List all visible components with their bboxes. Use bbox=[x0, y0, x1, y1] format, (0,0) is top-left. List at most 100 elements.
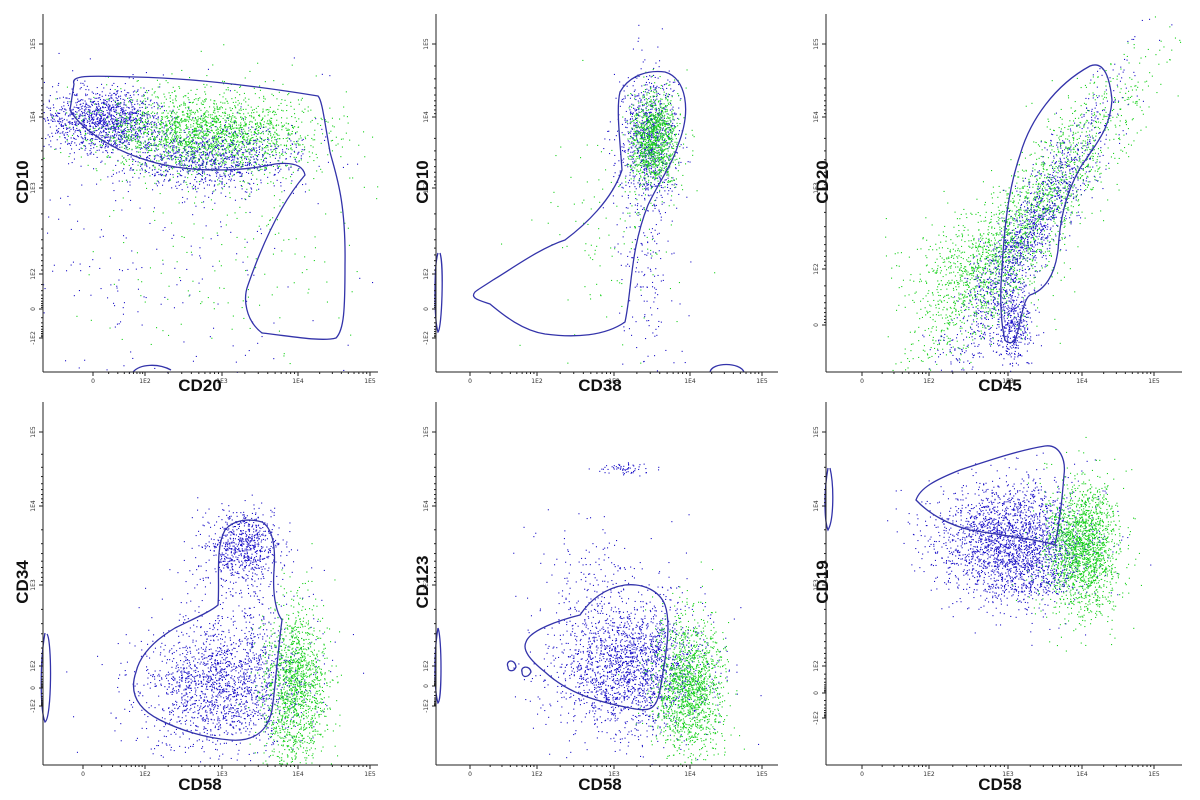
event-dot bbox=[358, 144, 360, 146]
event-dot bbox=[291, 180, 293, 182]
event-dot bbox=[288, 132, 290, 134]
event-dot bbox=[203, 113, 205, 115]
event-dot bbox=[171, 116, 173, 118]
event-dot bbox=[75, 106, 77, 108]
event-dot bbox=[84, 145, 86, 147]
event-dot bbox=[227, 156, 229, 158]
event-dot bbox=[107, 117, 109, 119]
event-dot bbox=[118, 120, 120, 122]
event-dot bbox=[184, 176, 186, 178]
event-dot bbox=[100, 120, 102, 122]
event-dot bbox=[125, 237, 127, 239]
event-dot bbox=[210, 143, 212, 145]
event-dot bbox=[278, 330, 280, 332]
event-dot bbox=[106, 104, 108, 106]
event-dot bbox=[226, 117, 228, 119]
gate-outline[interactable] bbox=[69, 75, 346, 340]
event-dot bbox=[241, 117, 243, 119]
event-dot bbox=[115, 126, 117, 128]
event-dot bbox=[218, 132, 220, 134]
event-dot bbox=[243, 99, 245, 101]
event-dot bbox=[275, 147, 277, 149]
event-dot bbox=[75, 144, 77, 146]
event-dot bbox=[182, 151, 184, 153]
event-dot bbox=[124, 99, 126, 101]
event-dot bbox=[221, 175, 223, 177]
event-dot bbox=[52, 118, 54, 120]
event-dot bbox=[212, 162, 214, 164]
event-dot bbox=[195, 127, 197, 129]
event-dot bbox=[139, 107, 141, 109]
event-dot bbox=[119, 146, 121, 148]
event-dot bbox=[207, 157, 209, 159]
event-dot bbox=[108, 98, 110, 100]
event-dot bbox=[156, 180, 158, 182]
event-dot bbox=[94, 110, 96, 112]
event-dot bbox=[147, 111, 149, 113]
event-dot bbox=[284, 99, 286, 101]
event-dot bbox=[256, 122, 258, 124]
event-dot bbox=[171, 159, 173, 161]
event-dot bbox=[99, 97, 101, 99]
event-dot bbox=[175, 152, 177, 154]
event-dot bbox=[128, 101, 130, 103]
event-dot bbox=[99, 120, 101, 122]
event-dot bbox=[133, 112, 135, 114]
event-dot bbox=[106, 123, 108, 125]
event-dot bbox=[144, 127, 146, 129]
event-dot bbox=[113, 210, 115, 212]
event-dot bbox=[114, 326, 116, 328]
event-dot bbox=[227, 148, 229, 150]
event-dot bbox=[155, 144, 157, 146]
event-dot bbox=[293, 150, 295, 152]
event-dot bbox=[97, 101, 99, 103]
event-dot bbox=[107, 145, 109, 147]
event-dot bbox=[226, 128, 228, 130]
event-dot bbox=[98, 105, 100, 107]
event-dot bbox=[212, 141, 214, 143]
event-dot bbox=[268, 130, 270, 132]
event-dot bbox=[86, 112, 88, 114]
event-dot bbox=[224, 126, 226, 128]
event-dot bbox=[173, 106, 175, 108]
event-dot bbox=[225, 150, 227, 152]
event-dot bbox=[148, 155, 150, 157]
event-dot bbox=[141, 128, 143, 130]
event-dot bbox=[188, 142, 190, 144]
event-dot bbox=[123, 164, 125, 166]
event-dot bbox=[122, 131, 124, 133]
event-dot bbox=[241, 174, 243, 176]
event-dot bbox=[200, 157, 202, 159]
event-dot bbox=[231, 162, 233, 164]
event-dot bbox=[132, 99, 134, 101]
event-dot bbox=[79, 131, 81, 133]
event-dot bbox=[237, 169, 239, 171]
event-dot bbox=[177, 126, 179, 128]
event-dot bbox=[236, 136, 238, 138]
gate-outline[interactable] bbox=[132, 364, 172, 373]
event-dot bbox=[204, 144, 206, 146]
event-dot bbox=[213, 106, 215, 108]
event-dot bbox=[89, 123, 91, 125]
event-dot bbox=[221, 107, 223, 109]
event-dot bbox=[230, 231, 232, 233]
event-dot bbox=[80, 132, 82, 134]
event-dot bbox=[255, 139, 257, 141]
event-dot bbox=[659, 179, 661, 181]
event-dot bbox=[196, 103, 198, 105]
event-dot bbox=[109, 114, 111, 116]
event-dot bbox=[308, 288, 310, 290]
event-dot bbox=[58, 123, 60, 125]
event-dot bbox=[203, 182, 205, 184]
event-dot bbox=[335, 144, 337, 146]
event-dot bbox=[84, 130, 86, 132]
event-dot bbox=[201, 122, 203, 124]
event-dot bbox=[105, 136, 107, 138]
event-dot bbox=[143, 133, 145, 135]
event-dot bbox=[279, 157, 281, 159]
event-dot bbox=[228, 133, 230, 135]
event-dot bbox=[182, 140, 184, 142]
event-dot bbox=[205, 154, 207, 156]
event-dot bbox=[232, 144, 234, 146]
event-dot bbox=[624, 165, 626, 167]
